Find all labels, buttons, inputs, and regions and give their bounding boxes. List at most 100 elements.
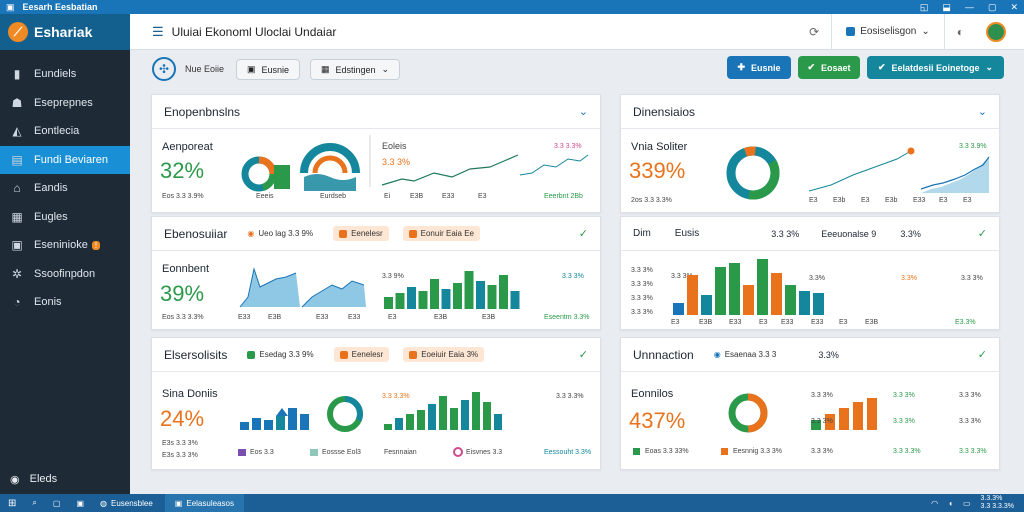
taskview-icon[interactable]: ▢ [52, 498, 61, 508]
legend-swatch [409, 350, 418, 359]
area-fill-2 [302, 281, 366, 307]
chart-bar [825, 414, 835, 430]
legend-chip[interactable]: Esedag 3.3 9% [241, 347, 319, 362]
clock[interactable]: 3.3.3% 3.3 3.3.3% [981, 495, 1014, 511]
sidebar-item-7[interactable]: ✲ Ssoofinpdon [0, 260, 130, 289]
metric-caption: E3s 3.3 3% [162, 440, 198, 447]
column-value: 3.3 3.3% [893, 448, 921, 455]
column-value: 3.3% [901, 275, 917, 282]
column-value: 3.3% [809, 275, 825, 282]
panel-icon[interactable]: ⬓ [942, 1, 951, 12]
card-header: Dinensiaios ⌄ [621, 95, 999, 129]
check-icon[interactable]: ✓ [578, 228, 588, 240]
avatar[interactable] [986, 21, 1006, 42]
legend-swatch [238, 449, 246, 456]
metric-label: Sina Doniis [162, 388, 218, 400]
volume-icon[interactable]: ◖ [948, 498, 953, 508]
taskbar-app-2[interactable]: ▣ Eelasuleasos [164, 494, 244, 512]
bar-tag-right: 3.3 3.3% [556, 393, 584, 400]
sidebar-item-2[interactable]: ◭ Eontlecia [0, 117, 130, 146]
chart-bar [715, 267, 726, 315]
save-button[interactable]: ✔ Eosaet [798, 56, 860, 79]
menu-icon[interactable]: ☰ [152, 23, 164, 39]
files-icon[interactable]: ▣ [76, 498, 84, 508]
chart-bar [441, 289, 451, 309]
legend-chip[interactable]: ◉ Esaenaa 3.3 3 [708, 347, 783, 362]
metric-caption: 2os 3.3 3.3% [631, 197, 672, 204]
axis-tick: E33 [316, 314, 329, 321]
metric-value: 437% [629, 408, 686, 433]
sidebar-bottom-item[interactable]: ◉ Eleds [0, 468, 57, 490]
chart-bar [771, 273, 782, 315]
view-dropdown[interactable]: ▦ Edstingen ⌄ [310, 59, 401, 80]
clock-time: 3.3.3% [980, 495, 1003, 502]
legend-chip[interactable]: ◉ Ueo lag 3.3 9% [241, 226, 319, 241]
legend-chip[interactable]: Eenelesr [333, 226, 389, 241]
sidebar-item-label: Ssoofinpdon [34, 267, 96, 280]
axis-tick: E3B [410, 193, 424, 200]
sidebar-item-1[interactable]: ☗ Eseprepnes [0, 89, 130, 118]
chevron-down-icon[interactable]: ⌄ [977, 106, 987, 118]
org-logo-icon[interactable]: ✣ [152, 57, 176, 81]
bell-icon[interactable]: ◐ [956, 24, 964, 39]
check-icon[interactable]: ✓ [977, 349, 987, 361]
refresh-icon[interactable]: ⟳ [809, 24, 820, 39]
chevron-down-icon[interactable]: ⌄ [578, 106, 588, 118]
battery-icon[interactable]: ▭ [962, 498, 971, 508]
chart-bar [384, 297, 393, 309]
sidebar: ⟋ Eshariak ▮ Eundiels ☗ Eseprepnes ◭ Eontle… [0, 14, 130, 494]
area-line [239, 267, 297, 308]
metric-value: 339% [629, 158, 686, 183]
metric-label: Vnia Soliter [631, 141, 688, 153]
minimize-button[interactable]: — [964, 1, 974, 12]
export-button[interactable]: ✔ Eelatdesii Eoinetoge ⌄ [867, 56, 1004, 79]
close-button[interactable]: ✕ [1010, 1, 1018, 12]
axis-tick: E33 [781, 319, 794, 326]
sidebar-item-5[interactable]: ▦ Eugles [0, 203, 130, 232]
chart-bar [439, 396, 447, 430]
chip-label: Eoeiuir Eaia 3% [421, 350, 479, 359]
axis-tick: Ei [384, 193, 391, 200]
filter-pill[interactable]: ▣ Eusnie [236, 59, 301, 80]
system-tray: ◠ ◖ ▭ 3.3.3% 3.3 3.3.3% [931, 495, 1024, 511]
taskbar-app-label: Eelasuleasos [186, 498, 234, 508]
legend-chip[interactable]: Eonuir Eaia Ee [402, 226, 481, 241]
metric-label: Aenporeat [162, 141, 213, 153]
start-button[interactable]: ⊞ [8, 497, 17, 509]
row-label: 3.3 3% [811, 448, 833, 455]
taskbar-app-1[interactable]: ◍ Eusensblee [92, 494, 161, 512]
save-button-label: Eosaet [821, 62, 851, 73]
sidebar-item-label: Eseninioke [34, 239, 88, 252]
chart-bar [813, 293, 824, 315]
row-label: 3.3 3% [811, 392, 833, 399]
axis-tick: E3b [833, 197, 846, 204]
legend-label: Fesnnaian [384, 449, 417, 456]
primary-button[interactable]: ✚ Eusnie [727, 56, 791, 79]
axis-tick: E3 [861, 197, 870, 204]
wifi-icon[interactable]: ◠ [931, 498, 939, 508]
sidebar-item-3[interactable]: ▤ Fundi Beviaren [0, 145, 130, 174]
sidebar-item-4[interactable]: ⌂ Eandis [0, 174, 130, 203]
card-title: Unnnaction [633, 347, 694, 362]
sidebar-item-8[interactable]: ◔ Eonis [0, 288, 130, 317]
user-icon: ☗ [11, 95, 23, 110]
check-icon[interactable]: ✓ [578, 349, 588, 361]
legend-chip[interactable]: Eenelesr [333, 347, 390, 362]
search-icon[interactable]: ⌕ [32, 498, 37, 507]
briefcase-icon: ▣ [11, 238, 23, 253]
legend-chip[interactable]: Eoeiuir Eaia 3% [403, 347, 485, 362]
account-selector[interactable]: Eosiselisgon ⌄ [831, 14, 945, 49]
donut-segment [241, 156, 277, 192]
sidebar-item-0[interactable]: ▮ Eundiels [0, 60, 130, 89]
card-status: Dim Eusis 3.3 3% Eeeuonalse 9 3.3% ✓ 3.3… [620, 216, 1000, 330]
restore-icon[interactable]: ◱ [919, 1, 929, 12]
view-dropdown-label: Edstingen [335, 64, 376, 75]
gauge-arc [300, 143, 360, 174]
sidebar-item-6[interactable]: ▣ Eseninioke! [0, 231, 130, 260]
brand[interactable]: ⟋ Eshariak [0, 14, 130, 50]
bar-group [673, 259, 824, 315]
legend-swatch [247, 350, 256, 359]
axis-tick: E3B [699, 319, 713, 326]
maximize-button[interactable]: ▢ [987, 1, 997, 12]
check-icon[interactable]: ✓ [977, 228, 987, 240]
